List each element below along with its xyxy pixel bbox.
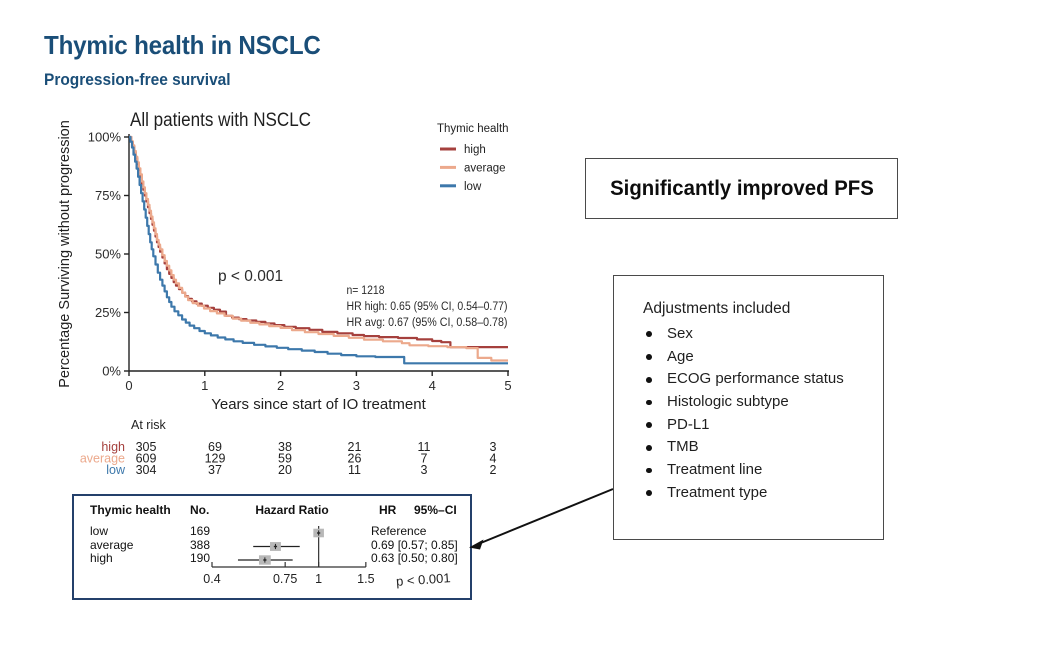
km-hr-avg-label: HR avg: 0.67 (95% CI, 0.58–0.78) bbox=[347, 315, 508, 329]
forest-row-label: high bbox=[90, 551, 113, 565]
km-plot-title: All patients with NSCLC bbox=[130, 110, 311, 131]
km-legend-label-low: low bbox=[464, 181, 482, 193]
km-curve-average bbox=[129, 135, 508, 362]
km-y-tick-label: 25% bbox=[95, 305, 121, 320]
adjustments-list: Sex Age ECOG performance status Histolog… bbox=[614, 323, 883, 505]
km-atrisk-value: 69 bbox=[208, 440, 222, 454]
km-x-tick-label: 0 bbox=[125, 378, 132, 393]
km-curve-low bbox=[129, 135, 508, 365]
forest-header-hr: HR bbox=[379, 503, 397, 517]
forest-axis-tick-label: 1 bbox=[315, 572, 322, 586]
km-atrisk-value: 38 bbox=[278, 440, 292, 454]
conclusion-box: Significantly improved PFS bbox=[585, 158, 898, 219]
forest-header-hazard-ratio: Hazard Ratio bbox=[255, 503, 329, 517]
forest-row-n: 190 bbox=[190, 551, 211, 565]
adjustment-item: Sex bbox=[614, 323, 883, 346]
km-atrisk-row-label-average: average bbox=[80, 452, 125, 466]
km-x-axis-title: Years since start of IO treatment bbox=[211, 396, 426, 413]
km-atrisk-row-label-low: low bbox=[106, 463, 126, 477]
km-legend-title: Thymic health bbox=[437, 123, 509, 135]
km-atrisk-value: 20 bbox=[278, 463, 292, 477]
km-atrisk-value: 7 bbox=[421, 452, 428, 466]
km-atrisk-value: 37 bbox=[208, 463, 222, 477]
forest-axis-tick-label: 0.4 bbox=[203, 572, 220, 586]
km-p-value: p < 0.001 bbox=[218, 268, 283, 285]
adjustment-item: Age bbox=[614, 346, 883, 369]
forest-header-group: Thymic health bbox=[90, 503, 171, 517]
km-y-tick-label: 75% bbox=[95, 188, 121, 203]
km-atrisk-title: At risk bbox=[131, 418, 166, 432]
km-atrisk-value: 3 bbox=[421, 463, 428, 477]
km-x-tick-label: 2 bbox=[277, 378, 284, 393]
forest-plot-box: 0.4 0.75 1 1.5 Thymic health No. Hazard Rat… bbox=[72, 494, 472, 600]
km-x-tick-label: 4 bbox=[429, 378, 436, 393]
adjustments-title: Adjustments included bbox=[643, 300, 791, 317]
km-atrisk-value: 59 bbox=[278, 452, 292, 466]
km-atrisk-value: 26 bbox=[348, 452, 362, 466]
km-y-tick-label: 0% bbox=[102, 364, 121, 379]
km-atrisk-value: 11 bbox=[348, 463, 361, 477]
forest-row-label: low bbox=[90, 524, 109, 538]
km-y-tick-label: 100% bbox=[88, 130, 122, 145]
adjustment-item: Treatment type bbox=[614, 482, 883, 505]
km-y-axis-title: Percentage Surviving without progression bbox=[57, 120, 73, 388]
forest-axis-tick-label: 0.75 bbox=[273, 572, 297, 586]
forest-plot-graphic: 0.4 0.75 1 1.5 bbox=[203, 526, 375, 586]
km-atrisk-value: 3 bbox=[490, 440, 497, 454]
km-x-tick-label: 5 bbox=[504, 378, 511, 393]
forest-row-ci-text: 0.69 [0.57; 0.85] bbox=[371, 537, 458, 552]
page-title: Thymic health in NSCLC bbox=[44, 30, 321, 60]
forest-row-ci-text: 0.63 [0.50; 0.80] bbox=[371, 551, 458, 565]
km-atrisk-value: 304 bbox=[136, 463, 157, 477]
km-x-tick-label: 1 bbox=[201, 378, 208, 393]
km-n-label: n= 1218 bbox=[347, 283, 385, 297]
adjustment-item: TMB bbox=[614, 436, 883, 459]
km-atrisk-value: 609 bbox=[136, 452, 157, 466]
forest-row-n: 388 bbox=[190, 537, 211, 552]
forest-header-ci: 95%–CI bbox=[414, 503, 457, 517]
km-atrisk-value: 21 bbox=[348, 440, 362, 454]
km-atrisk-row-label-high: high bbox=[101, 440, 125, 454]
forest-header-no: No. bbox=[190, 503, 210, 517]
adjustments-box: Adjustments included Sex Age ECOG perfor… bbox=[613, 275, 884, 540]
connector-arrow bbox=[469, 488, 614, 550]
adjustment-item: Treatment line bbox=[614, 459, 883, 482]
conclusion-text: Significantly improved PFS bbox=[609, 176, 874, 200]
km-atrisk-value: 11 bbox=[418, 440, 431, 454]
km-y-tick-label: 50% bbox=[95, 247, 121, 262]
km-atrisk-value: 305 bbox=[136, 440, 157, 454]
forest-row-label: average bbox=[90, 537, 134, 552]
km-atrisk-value: 2 bbox=[490, 463, 497, 477]
km-legend-label-high: high bbox=[464, 144, 486, 156]
forest-row-ci-text: Reference bbox=[371, 524, 427, 538]
km-hr-high-label: HR high: 0.65 (95% CI, 0.54–0.77) bbox=[347, 299, 508, 313]
adjustment-item: Histologic subtype bbox=[614, 391, 883, 414]
adjustment-item: ECOG performance status bbox=[614, 368, 883, 391]
page-subtitle: Progression-free survival bbox=[44, 70, 231, 89]
km-atrisk-value: 4 bbox=[490, 452, 497, 466]
forest-row-n: 169 bbox=[190, 524, 211, 538]
km-x-tick-label: 3 bbox=[353, 378, 360, 393]
km-atrisk-value: 129 bbox=[205, 452, 226, 466]
forest-axis-tick-label: 1.5 bbox=[357, 572, 374, 586]
adjustment-item: PD-L1 bbox=[614, 414, 883, 437]
km-legend-label-average: average bbox=[464, 162, 506, 174]
